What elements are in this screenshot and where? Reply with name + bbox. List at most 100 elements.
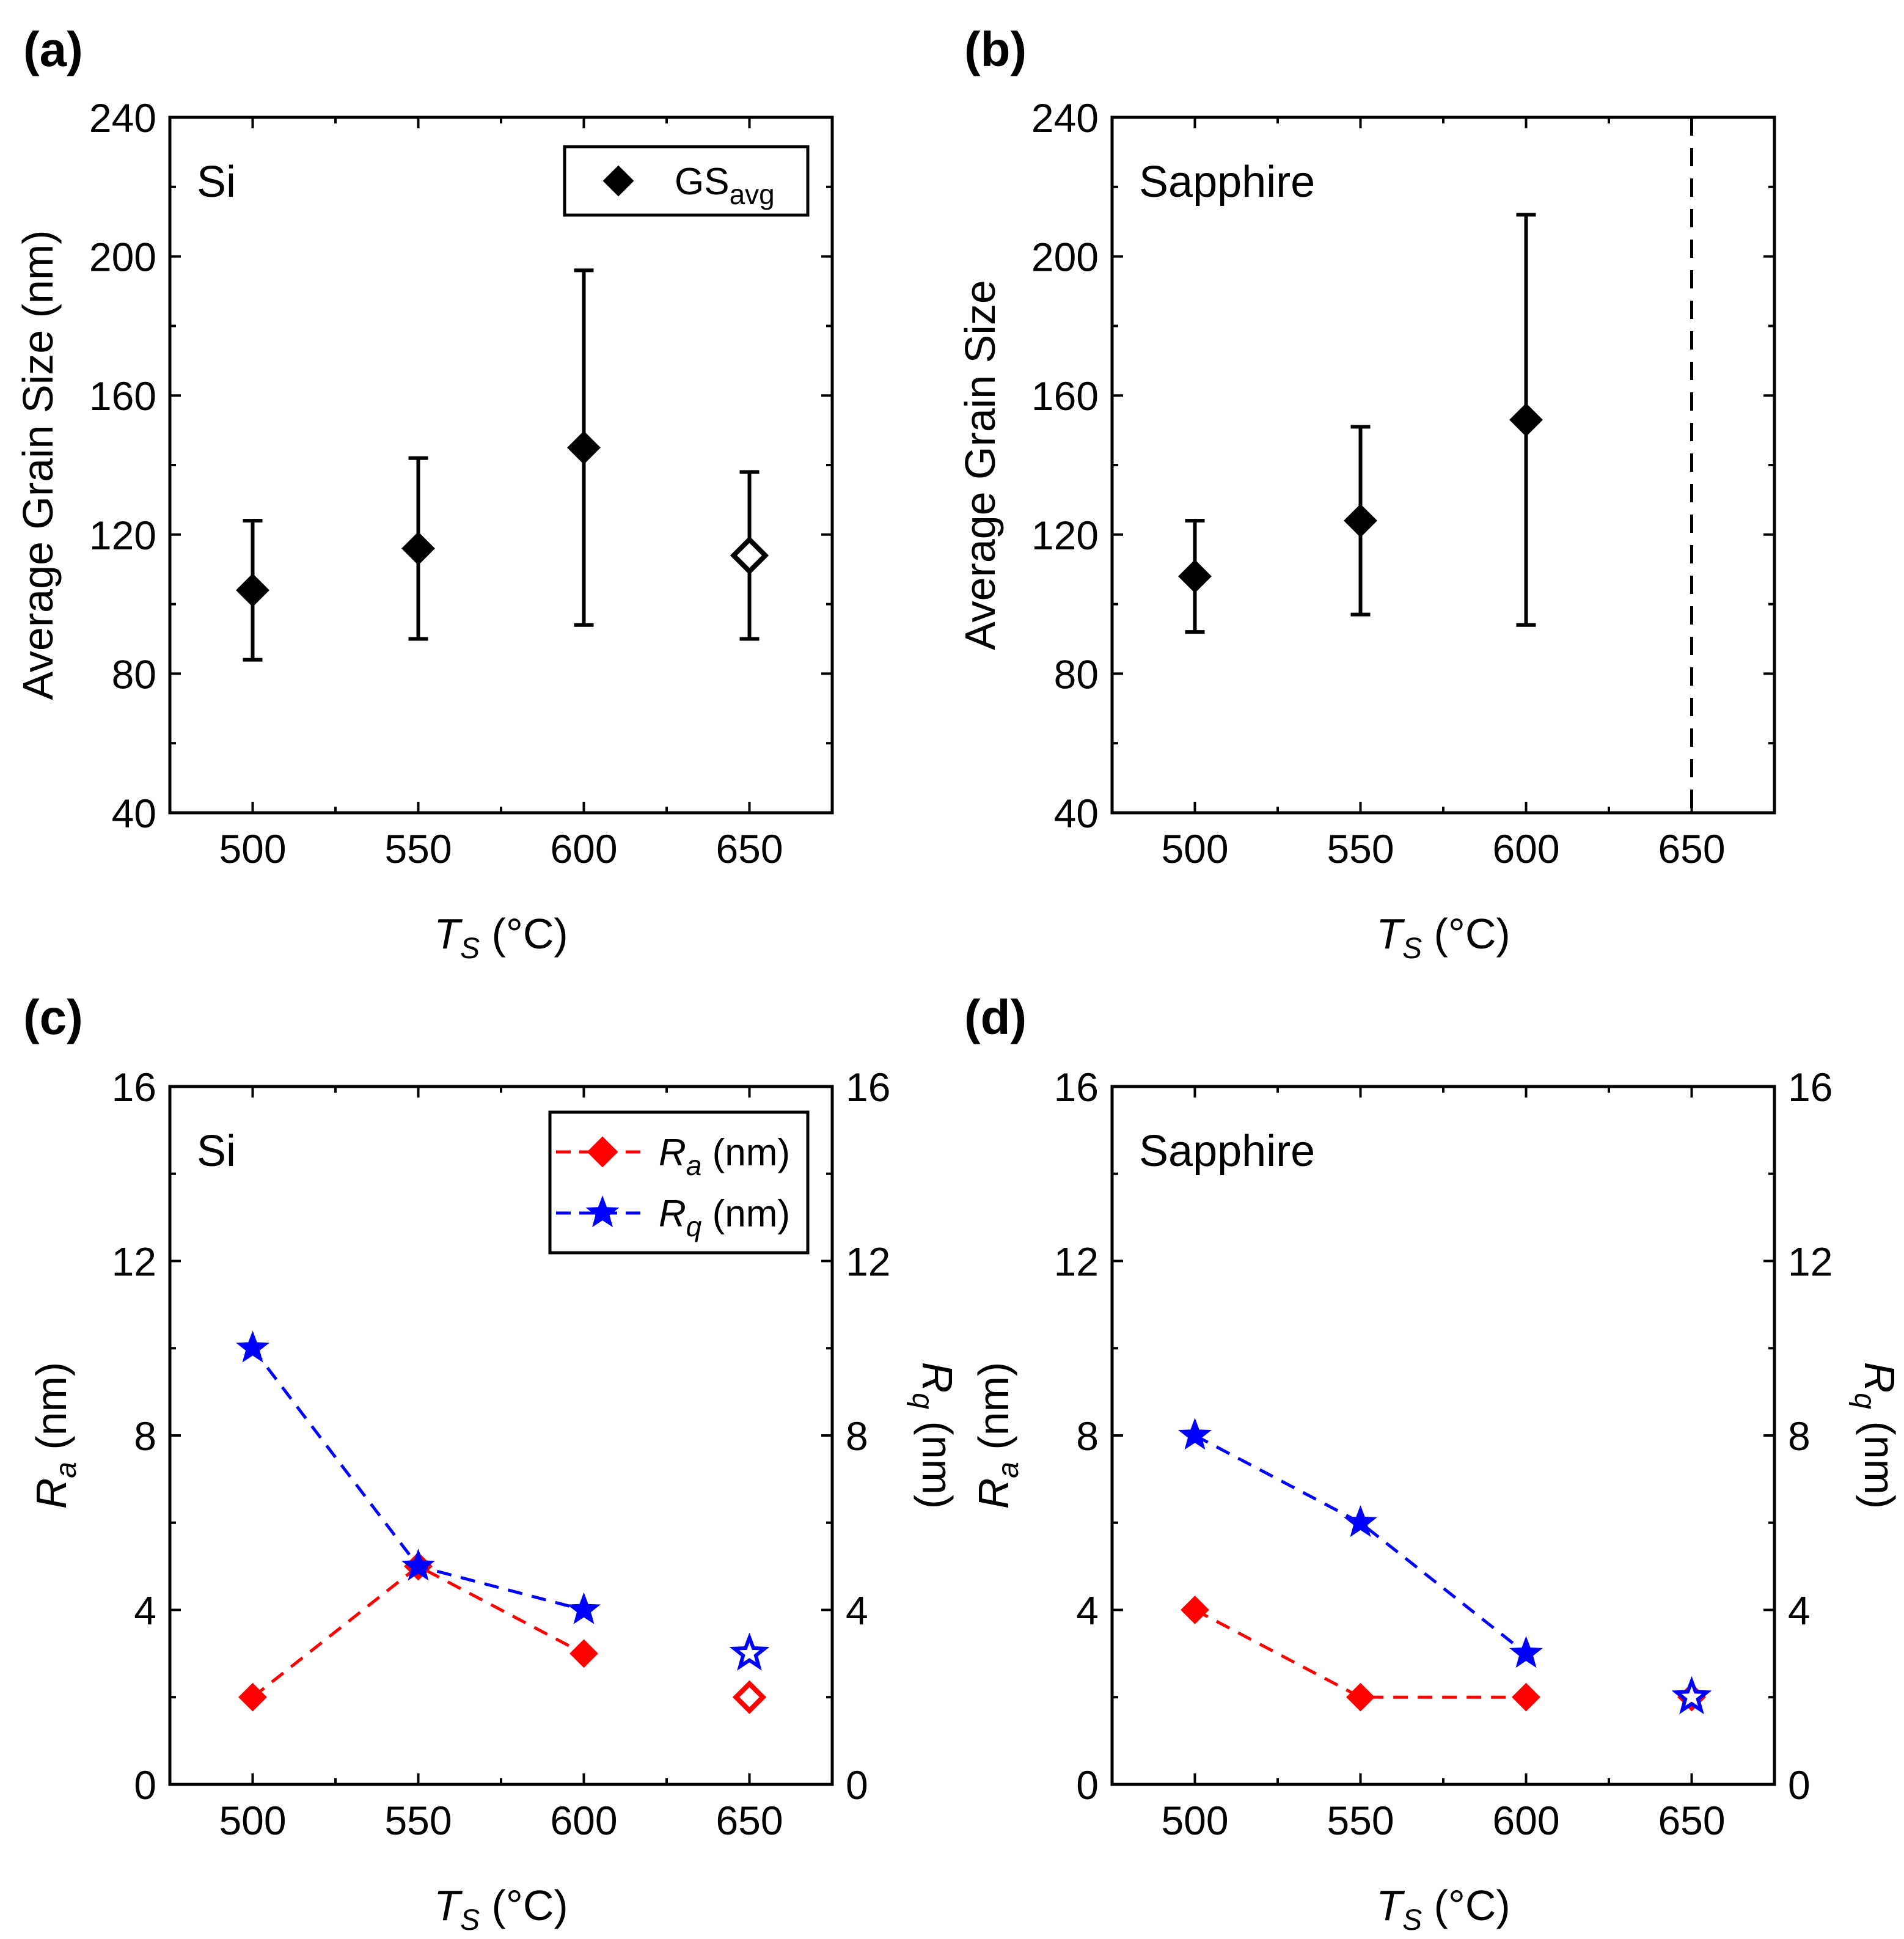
y-axis-label-sub: a <box>992 1462 1025 1478</box>
y-tick-label: 200 <box>89 235 156 280</box>
x-axis-label-main: T <box>434 910 463 958</box>
series-line <box>251 1564 585 1699</box>
y2-tick-label: 12 <box>1788 1239 1833 1285</box>
x-axis-label: TS (°C) <box>434 1882 568 1937</box>
substrate-annotation: Sapphire <box>1139 158 1315 207</box>
x-tick-label: 500 <box>1161 826 1228 871</box>
diamond-point <box>567 431 601 464</box>
x-tick-label: 650 <box>716 826 783 871</box>
plot-frame <box>1110 1085 1776 1786</box>
x-axis-label: TS (°C) <box>1376 1882 1510 1937</box>
x-tick-label: 600 <box>550 826 617 871</box>
diamond-point <box>1509 403 1543 437</box>
chart-panel-b: (b) 500 550 600 650 40 80 120 160 200 240 TS (°C) Av… <box>956 22 1776 965</box>
x-tick-label: 550 <box>384 1798 452 1843</box>
y2-axis-label-unit: (nm) <box>914 1409 961 1509</box>
star-point <box>236 1330 269 1363</box>
x-tick-label: 550 <box>1327 826 1394 871</box>
x-tick-label: 650 <box>716 1798 783 1843</box>
chart-panel-a: (a) 500 550 600 650 40 80 120 160 200 240 TS (°C) Av… <box>14 22 834 965</box>
x-tick-label: 650 <box>1658 826 1725 871</box>
y-tick-label: 8 <box>134 1413 156 1459</box>
series-rq-nm- <box>1178 1418 1712 1715</box>
x-tick-label: 600 <box>550 1798 617 1843</box>
diamond-point <box>732 1680 767 1714</box>
y2-tick-label: 16 <box>1788 1065 1833 1110</box>
y-tick-label: 16 <box>1054 1065 1099 1110</box>
y-tick-label: 8 <box>1076 1413 1099 1459</box>
y-tick-label: 160 <box>1031 373 1099 419</box>
substrate-annotation: Sapphire <box>1139 1127 1315 1176</box>
y2-tick-label: 0 <box>846 1762 868 1808</box>
y2-axis-label-main: R <box>914 1362 961 1393</box>
star-point <box>1344 1505 1377 1538</box>
star-point <box>567 1592 601 1624</box>
plot-frame <box>168 115 834 815</box>
diamond-point <box>401 532 435 565</box>
x-axis-label: TS (°C) <box>1376 910 1510 965</box>
y2-tick-label: 8 <box>1788 1413 1811 1459</box>
x-axis-label-sub: S <box>460 933 480 965</box>
series-line <box>1194 1434 1528 1655</box>
series-gsavg <box>1178 213 1543 634</box>
y-tick-label: 160 <box>89 373 156 419</box>
panel-label: (a) <box>23 22 83 76</box>
y2-tick-label: 8 <box>846 1413 868 1459</box>
x-axis-label-unit: (°C) <box>480 910 568 958</box>
y-axis-label-main: R <box>27 1478 75 1509</box>
y-axis-label-sub: a <box>50 1462 82 1478</box>
star-point <box>401 1549 435 1581</box>
panel-label: (d) <box>964 990 1027 1044</box>
x-axis-label-sub: S <box>1402 1904 1422 1937</box>
y-tick-label: 80 <box>112 651 156 697</box>
x-axis-label-sub: S <box>1402 933 1422 965</box>
y-tick-label: 4 <box>134 1588 156 1633</box>
plot-frame <box>1110 115 1776 815</box>
x-axis-label-main: T <box>1376 1882 1405 1929</box>
y-tick-label: 12 <box>1054 1239 1099 1285</box>
y-tick-label: 80 <box>1054 651 1099 697</box>
y-axis-label-unit: (nm) <box>970 1362 1017 1462</box>
y2-axis-label: Rq (nm) <box>906 1362 961 1509</box>
series-rq-nm- <box>236 1330 770 1671</box>
legend-entry-sub: a <box>686 1149 702 1181</box>
x-axis-label-unit: (°C) <box>1422 910 1510 958</box>
y-axis-label: Ra (nm) <box>970 1362 1025 1509</box>
y-tick-label: 240 <box>1031 95 1099 141</box>
substrate-annotation: Si <box>197 1127 236 1176</box>
x-tick-label: 500 <box>219 826 286 871</box>
star-point <box>1509 1636 1543 1668</box>
y-axis-label-main: R <box>970 1478 1017 1509</box>
x-tick-label: 600 <box>1492 826 1559 871</box>
legend: Ra (nm)Rq (nm) <box>548 1110 810 1255</box>
y2-tick-label: 12 <box>846 1239 890 1285</box>
x-tick-label: 500 <box>219 1798 286 1843</box>
legend-entry-main: GS <box>675 161 730 203</box>
x-axis-label-sub: S <box>460 1904 480 1937</box>
legend-entry-main: R <box>659 1132 686 1174</box>
x-tick-label: 600 <box>1492 1798 1559 1843</box>
panel-label: (c) <box>23 990 83 1044</box>
y-tick-label: 4 <box>1076 1588 1099 1633</box>
y2-axis-label-sub: q <box>1848 1393 1881 1409</box>
legend-entry-sub: avg <box>730 178 775 210</box>
y2-tick-label: 0 <box>1788 1762 1811 1808</box>
y2-axis-label-main: R <box>1856 1362 1903 1393</box>
y-axis-label-unit: (nm) <box>27 1362 75 1462</box>
y2-axis-label: Rq (nm) <box>1848 1362 1903 1509</box>
panel-label: (b) <box>964 22 1027 76</box>
y-tick-label: 16 <box>112 1065 156 1110</box>
y2-tick-label: 16 <box>846 1065 890 1110</box>
x-tick-label: 650 <box>1658 1798 1725 1843</box>
y-tick-label: 0 <box>134 1762 156 1808</box>
y-axis-label: Average Grain Size <box>956 280 1004 650</box>
y-tick-label: 40 <box>1054 791 1099 836</box>
legend-diamond-marker <box>602 165 634 197</box>
y-tick-label: 120 <box>1031 513 1099 558</box>
y-axis-label: Average Grain Size (nm) <box>14 230 62 700</box>
series-gsavg <box>236 268 769 662</box>
x-axis-label-unit: (°C) <box>480 1882 568 1929</box>
legend-diamond-marker <box>587 1136 618 1168</box>
y-tick-label: 120 <box>89 513 156 558</box>
